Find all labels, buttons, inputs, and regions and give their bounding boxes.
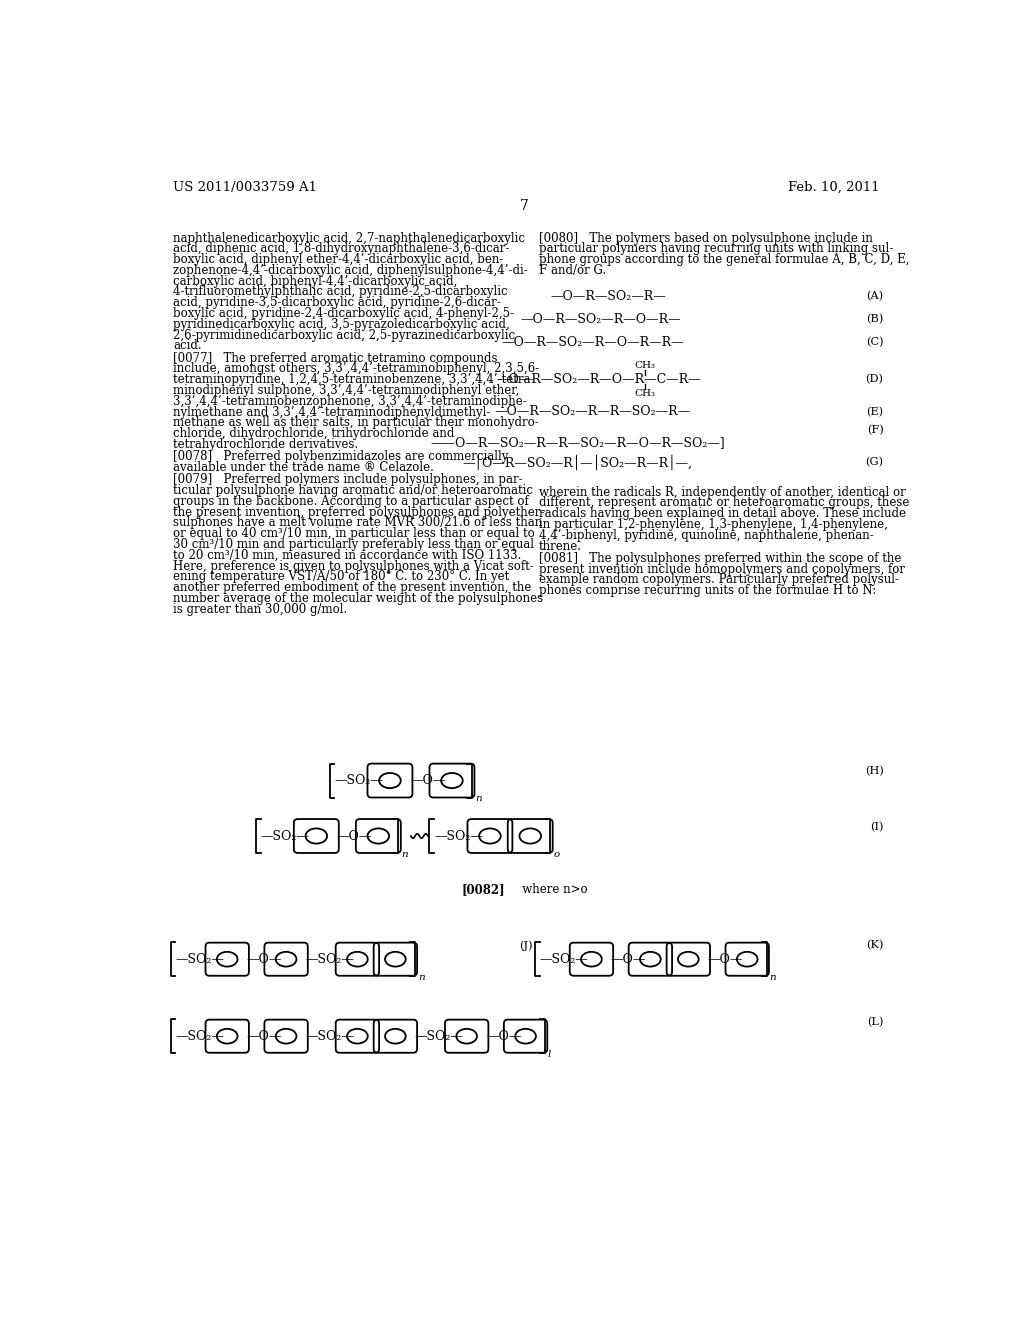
Text: tetrahydrochloride derivatives.: tetrahydrochloride derivatives. <box>173 438 358 451</box>
Text: acid, pyridine-3,5-dicarboxylic acid, pyridine-2,6-dicar-: acid, pyridine-3,5-dicarboxylic acid, py… <box>173 296 501 309</box>
Text: 4,4’-biphenyl, pyridine, quinoline, naphthalene, phenan-: 4,4’-biphenyl, pyridine, quinoline, naph… <box>539 529 873 541</box>
Text: —O—: —O— <box>708 953 743 966</box>
Text: (C): (C) <box>866 338 884 347</box>
Text: [0080]   The polymers based on polysulphone include in: [0080] The polymers based on polysulphon… <box>539 231 872 244</box>
Text: Here, preference is given to polysulphones with a Vicat soft-: Here, preference is given to polysulphon… <box>173 560 534 573</box>
Text: —O—: —O— <box>337 829 372 842</box>
Text: threne.: threne. <box>539 540 582 553</box>
Text: —SO₂—: —SO₂— <box>175 1030 224 1043</box>
Text: groups in the backbone. According to a particular aspect of: groups in the backbone. According to a p… <box>173 495 528 508</box>
Text: ticular polysulphone having aromatic and/or heteroaromatic: ticular polysulphone having aromatic and… <box>173 484 532 498</box>
Text: —SO₂—: —SO₂— <box>260 829 309 842</box>
Text: minodiphenyl sulphone, 3,3’,4,4’-tetraminodiphenyl ether,: minodiphenyl sulphone, 3,3’,4,4’-tetrami… <box>173 384 519 397</box>
Text: another preferred embodiment of the present invention, the: another preferred embodiment of the pres… <box>173 581 531 594</box>
Text: —SO₂—: —SO₂— <box>415 1030 464 1043</box>
Text: the present invention, preferred polysulphones and polyether-: the present invention, preferred polysul… <box>173 506 545 519</box>
Text: n: n <box>770 973 776 982</box>
Text: —SO₂—: —SO₂— <box>175 953 224 966</box>
Text: —SO₂—: —SO₂— <box>305 953 354 966</box>
Text: (D): (D) <box>865 375 884 384</box>
Text: [0082]: [0082] <box>461 883 505 896</box>
Text: (H): (H) <box>864 766 884 776</box>
Text: (A): (A) <box>866 292 884 301</box>
Text: [0079]   Preferred polymers include polysulphones, in par-: [0079] Preferred polymers include polysu… <box>173 474 522 486</box>
Text: or equal to 40 cm³/10 min, in particular less than or equal to: or equal to 40 cm³/10 min, in particular… <box>173 527 535 540</box>
Text: —O—R—SO₂—R—O—R—R—: —O—R—SO₂—R—O—R—R— <box>502 335 684 348</box>
Text: (E): (E) <box>866 407 884 417</box>
Text: CH₃: CH₃ <box>635 362 655 370</box>
Text: o: o <box>554 850 560 859</box>
Text: tetraminopyridine, 1,2,4,5-tetraminobenzene, 3,3’,4,4’-tetra-: tetraminopyridine, 1,2,4,5-tetraminobenz… <box>173 374 535 387</box>
Text: F and/or G.: F and/or G. <box>539 264 606 277</box>
Text: particular polymers having recurring units with linking sul-: particular polymers having recurring uni… <box>539 243 893 255</box>
Text: ——O—R—SO₂—R—R—SO₂—R—O—R—SO₂—]: ——O—R—SO₂—R—R—SO₂—R—O—R—SO₂—] <box>430 436 725 449</box>
Text: is greater than 30,000 g/mol.: is greater than 30,000 g/mol. <box>173 603 347 615</box>
Text: acid.: acid. <box>173 339 202 352</box>
Text: boxylic acid, diphenyl ether-4,4’-dicarboxylic acid, ben-: boxylic acid, diphenyl ether-4,4’-dicarb… <box>173 253 504 267</box>
Text: in particular 1,2-phenylene, 1,3-phenylene, 1,4-phenylene,: in particular 1,2-phenylene, 1,3-phenyle… <box>539 517 888 531</box>
Text: —O—: —O— <box>410 774 445 787</box>
Text: wherein the radicals R, independently of another, identical or: wherein the radicals R, independently of… <box>539 486 905 499</box>
Text: include, amongst others, 3,3’,4,4’-tetraminobiphenyl, 2,3,5,6-: include, amongst others, 3,3’,4,4’-tetra… <box>173 363 540 375</box>
Text: (K): (K) <box>866 940 884 950</box>
Text: —O—R—SO₂—R—R—SO₂—R—: —O—R—SO₂—R—R—SO₂—R— <box>495 405 691 418</box>
Text: (J): (J) <box>519 940 534 950</box>
Text: [0081]   The polysulphones preferred within the scope of the: [0081] The polysulphones preferred withi… <box>539 552 901 565</box>
Text: n: n <box>418 973 425 982</box>
Text: n: n <box>475 795 482 804</box>
Text: 30 cm³/10 min and particularly preferably less than or equal: 30 cm³/10 min and particularly preferabl… <box>173 539 534 550</box>
Text: acid, diphenic acid, 1,8-dihydroxynaphthalene-3,6-dicar-: acid, diphenic acid, 1,8-dihydroxynaphth… <box>173 243 509 255</box>
Text: —O—R—SO₂—R—O—R—: —O—R—SO₂—R—O—R— <box>520 313 681 326</box>
Text: —O—R—SO₂—R—O—R—C—R—: —O—R—SO₂—R—O—R—C—R— <box>496 372 700 385</box>
Text: naphthalenedicarboxylic acid, 2,7-naphthalenedicarboxylic: naphthalenedicarboxylic acid, 2,7-naphth… <box>173 231 525 244</box>
Text: (F): (F) <box>866 425 884 436</box>
Text: different, represent aromatic or heteroaromatic groups, these: different, represent aromatic or heteroa… <box>539 496 909 510</box>
Text: [0078]   Preferred polybenzimidazoles are commercially: [0078] Preferred polybenzimidazoles are … <box>173 450 508 463</box>
Text: —SO₂—: —SO₂— <box>540 953 589 966</box>
Text: —SO₂—: —SO₂— <box>305 1030 354 1043</box>
Text: example random copolymers. Particularly preferred polysul-: example random copolymers. Particularly … <box>539 573 899 586</box>
Text: —│O—R—SO₂—R│—│SO₂—R—R│—,: —│O—R—SO₂—R│—│SO₂—R—R│—, <box>463 455 692 470</box>
Text: —SO₂—: —SO₂— <box>434 829 483 842</box>
Text: sulphones have a melt volume rate MVR 300/21.6 of less than: sulphones have a melt volume rate MVR 30… <box>173 516 542 529</box>
Text: Feb. 10, 2011: Feb. 10, 2011 <box>788 181 880 194</box>
Text: 2,6-pyrimidinedicarboxylic acid, 2,5-pyrazinedicarboxylic: 2,6-pyrimidinedicarboxylic acid, 2,5-pyr… <box>173 329 515 342</box>
Text: nylmethane and 3,3’,4,4’-tetraminodiphenyldimethyl-: nylmethane and 3,3’,4,4’-tetraminodiphen… <box>173 405 490 418</box>
Text: where n>o: where n>o <box>511 883 588 896</box>
Text: boxylic acid, pyridine-2,4-dicarboxylic acid, 4-phenyl-2,5-: boxylic acid, pyridine-2,4-dicarboxylic … <box>173 308 514 319</box>
Text: (B): (B) <box>866 314 884 325</box>
Text: carboxylic acid, biphenyl-4,4’-dicarboxylic acid,: carboxylic acid, biphenyl-4,4’-dicarboxy… <box>173 275 458 288</box>
Text: methane as well as their salts, in particular their monohydro-: methane as well as their salts, in parti… <box>173 416 539 429</box>
Text: —O—R—SO₂—R—: —O—R—SO₂—R— <box>551 289 667 302</box>
Text: available under the trade name ® Celazole.: available under the trade name ® Celazol… <box>173 461 434 474</box>
Text: chloride, dihydrochloride, trihydrochloride and: chloride, dihydrochloride, trihydrochlor… <box>173 428 455 440</box>
Text: 7: 7 <box>520 199 529 213</box>
Text: phone groups according to the general formulae A, B, C, D, E,: phone groups according to the general fo… <box>539 253 909 267</box>
Text: zophenone-4,4’-dicarboxylic acid, diphenylsulphone-4,4’-di-: zophenone-4,4’-dicarboxylic acid, diphen… <box>173 264 527 277</box>
Text: pyridinedicarboxylic acid, 3,5-pyrazoledicarboxylic acid,: pyridinedicarboxylic acid, 3,5-pyrazoled… <box>173 318 510 331</box>
Text: n: n <box>401 850 409 859</box>
Text: CH₃: CH₃ <box>635 389 655 397</box>
Text: 3,3’,4,4’-tetraminobenzophenone, 3,3’,4,4’-tetraminodiphe-: 3,3’,4,4’-tetraminobenzophenone, 3,3’,4,… <box>173 395 526 408</box>
Text: US 2011/0033759 A1: US 2011/0033759 A1 <box>173 181 317 194</box>
Text: (I): (I) <box>870 821 884 832</box>
Text: present invention include homopolymers and copolymers, for: present invention include homopolymers a… <box>539 562 905 576</box>
Text: l: l <box>548 1051 552 1059</box>
Text: [0077]   The preferred aromatic tetramino compounds: [0077] The preferred aromatic tetramino … <box>173 351 498 364</box>
Text: —O—: —O— <box>247 1030 282 1043</box>
Text: —O—: —O— <box>611 953 646 966</box>
Text: radicals having been explained in detail above. These include: radicals having been explained in detail… <box>539 507 906 520</box>
Text: (G): (G) <box>865 458 884 467</box>
Text: —O—: —O— <box>247 953 282 966</box>
Text: —O—: —O— <box>486 1030 521 1043</box>
Text: phones comprise recurring units of the formulae H to N:: phones comprise recurring units of the f… <box>539 585 876 597</box>
Text: to 20 cm³/10 min, measured in accordance with ISO 1133.: to 20 cm³/10 min, measured in accordance… <box>173 549 521 562</box>
Text: —SO₂—: —SO₂— <box>334 774 383 787</box>
Text: 4-trifluoromethylphthalic acid, pyridine-2,5-dicarboxylic: 4-trifluoromethylphthalic acid, pyridine… <box>173 285 508 298</box>
Text: number average of the molecular weight of the polysulphones: number average of the molecular weight o… <box>173 591 543 605</box>
Text: (L): (L) <box>867 1018 884 1027</box>
Text: ening temperature VST/A/50 of 180° C. to 230° C. In yet: ening temperature VST/A/50 of 180° C. to… <box>173 570 509 583</box>
